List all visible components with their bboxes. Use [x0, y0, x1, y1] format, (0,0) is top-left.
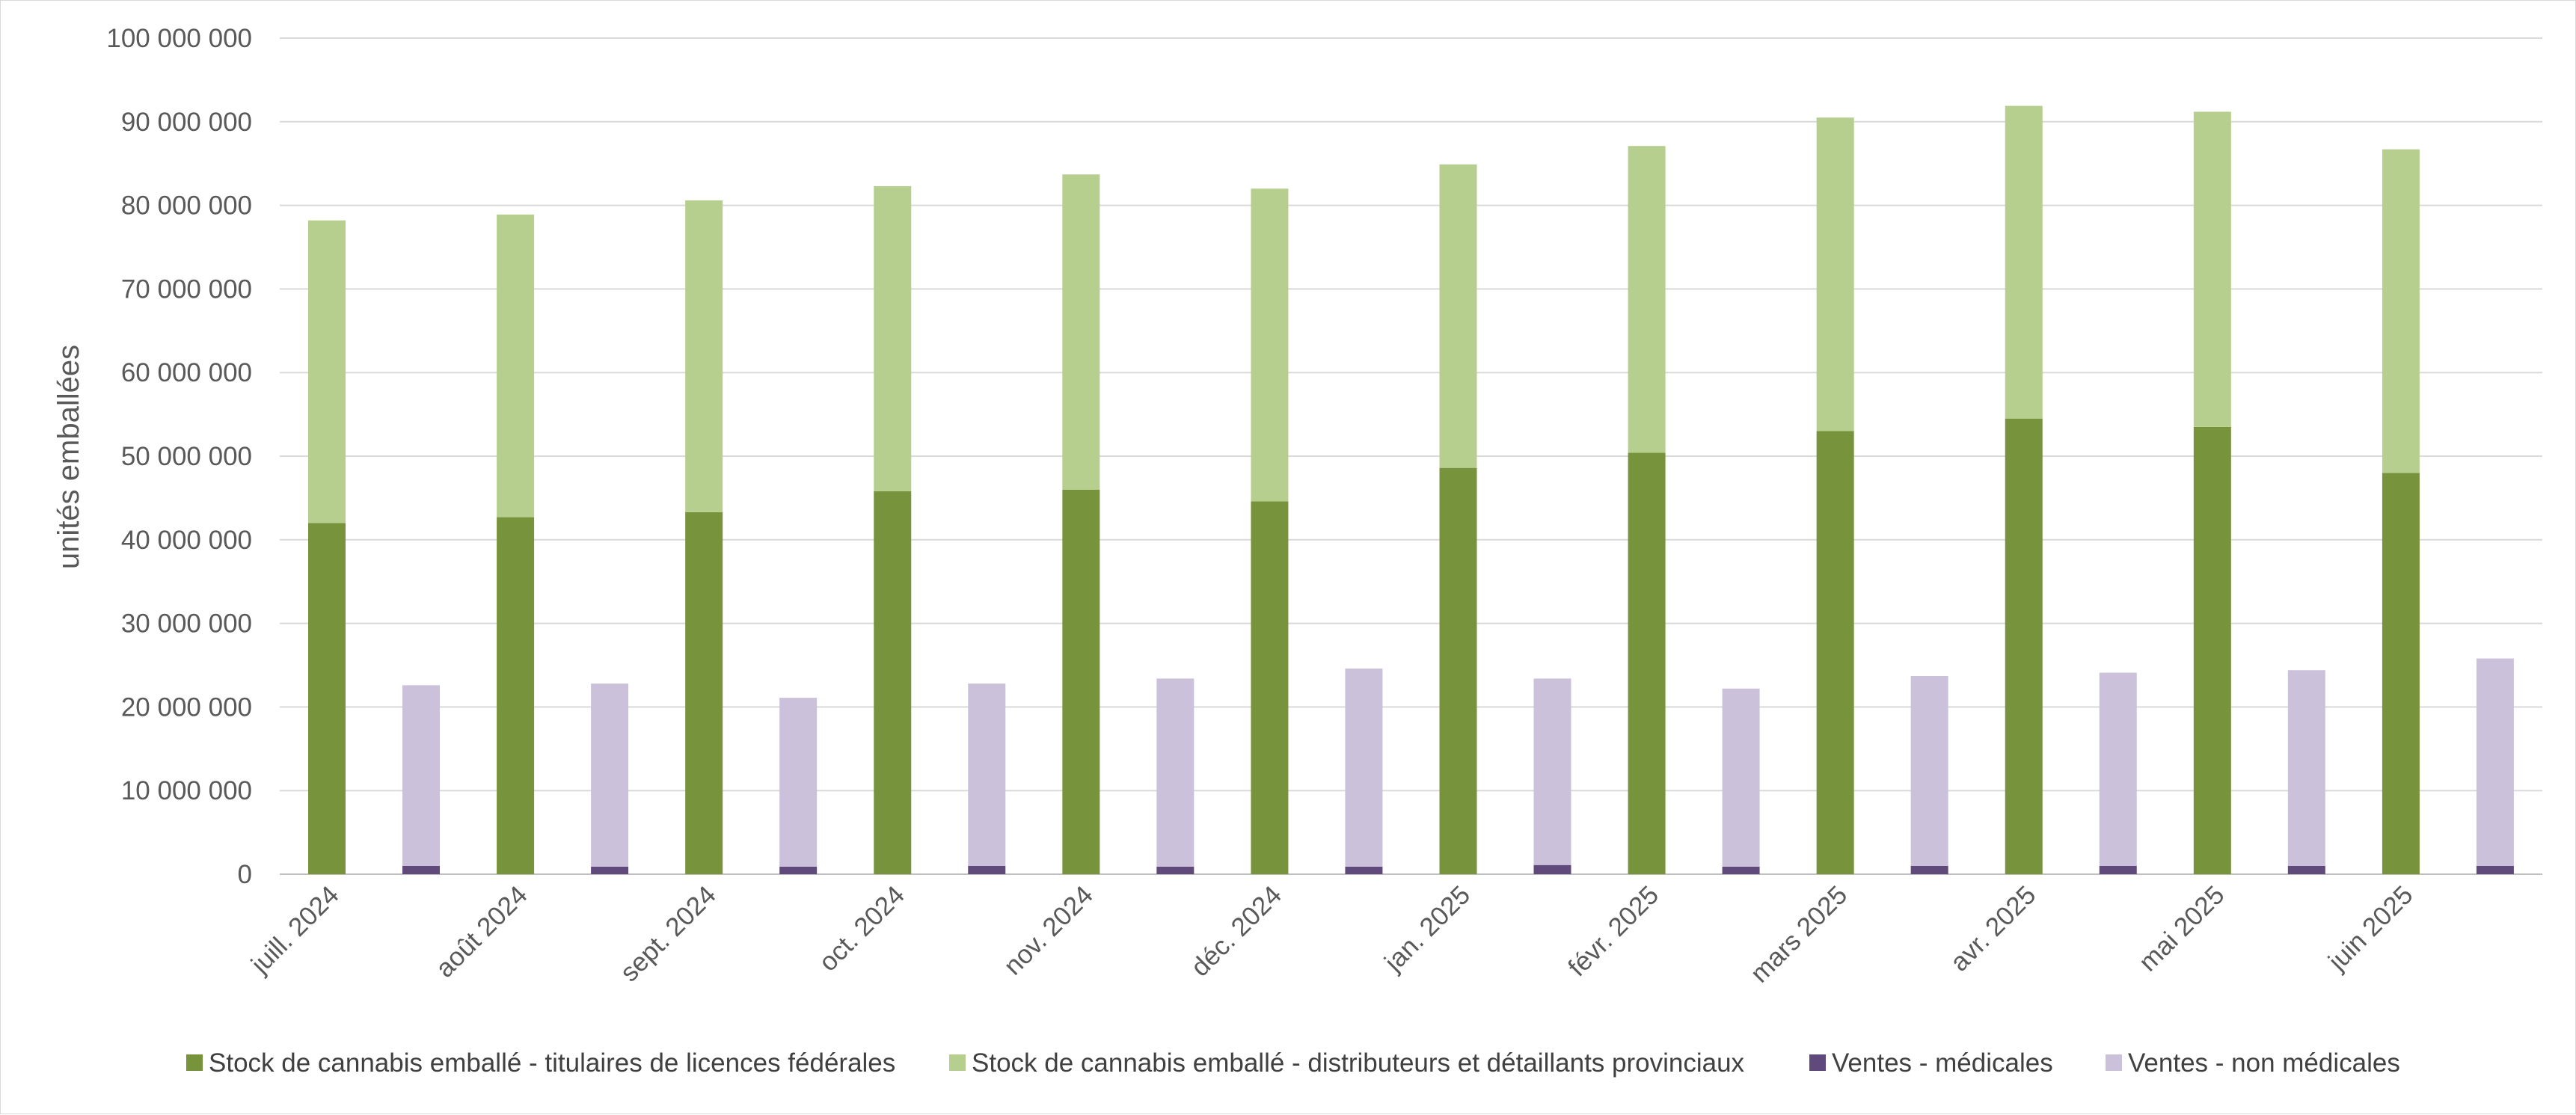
legend-label: Ventes - médicales	[1832, 1048, 2053, 1078]
x-tick-label: sept. 2024	[615, 880, 722, 987]
bar-sales-medical	[591, 866, 629, 874]
bar-sales-medical	[779, 866, 818, 874]
legend-item: Stock de cannabis emballé - titulaires d…	[186, 1048, 895, 1078]
y-tick-label: 90 000 000	[121, 108, 252, 137]
bar-sales-medical	[2099, 865, 2137, 874]
bar-sales-non-medical	[968, 684, 1006, 866]
bar-stock-provincial	[308, 220, 346, 523]
y-tick-label: 0	[238, 860, 252, 889]
legend-swatch	[1809, 1054, 1826, 1071]
bar-stock-federal	[2382, 473, 2420, 874]
gridlines	[280, 37, 2542, 875]
bar-sales-non-medical	[1910, 676, 1948, 866]
x-tick-labels: juill. 2024 août 2024 sept. 2024 oct. 2024 n…	[245, 880, 2419, 989]
legend-swatch	[186, 1054, 203, 1071]
bar-sales-medical	[968, 865, 1006, 874]
bar-sales-medical	[402, 865, 440, 874]
y-tick-label: 60 000 000	[121, 358, 252, 387]
legend-label: Stock de cannabis emballé - distributeur…	[972, 1048, 1745, 1078]
y-tick-labels: 0 10 000 000 20 000 000 30 000 000 40 000 00…	[106, 24, 252, 889]
x-tick-label: mars 2025	[1745, 880, 1853, 989]
bar-sales-non-medical	[2476, 658, 2514, 866]
legend-item: Ventes - non médicales	[2106, 1048, 2400, 1078]
bar-sales-non-medical	[779, 698, 818, 867]
y-tick-label: 20 000 000	[121, 692, 252, 722]
bar-sales-medical	[2476, 865, 2514, 874]
bar-stock-provincial	[1251, 188, 1289, 502]
y-tick-label: 70 000 000	[121, 274, 252, 304]
bar-stock-federal	[685, 512, 723, 874]
bar-sales-non-medical	[1345, 668, 1383, 867]
legend-swatch	[2106, 1054, 2122, 1071]
bars	[308, 105, 2514, 874]
y-tick-label: 100 000 000	[106, 24, 252, 53]
x-tick-label: mai 2025	[2133, 880, 2230, 977]
bar-stock-provincial	[1628, 146, 1666, 453]
bar-stock-provincial	[1816, 117, 1854, 431]
x-tick-label: nov. 2024	[999, 880, 1099, 980]
legend-label: Ventes - non médicales	[2128, 1048, 2400, 1078]
bar-stock-federal	[308, 523, 346, 874]
bar-sales-non-medical	[2099, 672, 2137, 866]
y-tick-label: 40 000 000	[121, 526, 252, 555]
bar-sales-non-medical	[402, 685, 440, 866]
x-tick-label: oct. 2024	[814, 880, 910, 977]
bar-stock-federal	[1439, 467, 1477, 874]
bar-stock-federal	[1816, 431, 1854, 874]
bar-sales-non-medical	[591, 684, 629, 867]
bar-stock-provincial	[874, 185, 912, 491]
legend: Stock de cannabis emballé - titulaires d…	[186, 1048, 2400, 1078]
bar-stock-provincial	[497, 214, 535, 517]
bar-sales-medical	[1910, 865, 1948, 874]
bar-sales-non-medical	[2287, 670, 2325, 866]
bar-sales-medical	[2287, 865, 2325, 874]
x-tick-label: jan. 2025	[1379, 880, 1476, 977]
bar-sales-non-medical	[1533, 678, 1571, 865]
bar-stock-federal	[2005, 418, 2043, 874]
legend-label: Stock de cannabis emballé - titulaires d…	[209, 1048, 895, 1078]
bar-stock-federal	[874, 491, 912, 874]
bar-sales-medical	[1156, 866, 1195, 874]
bar-stock-federal	[2193, 426, 2231, 874]
bar-stock-provincial	[685, 200, 723, 512]
y-tick-label: 50 000 000	[121, 442, 252, 471]
bar-sales-non-medical	[1722, 688, 1760, 867]
y-tick-label: 30 000 000	[121, 609, 252, 639]
x-tick-label: avr. 2025	[1945, 880, 2041, 977]
x-tick-label: déc. 2024	[1186, 880, 1287, 982]
bar-stock-provincial	[2382, 149, 2420, 473]
legend-swatch	[949, 1054, 966, 1071]
bar-stock-provincial	[2005, 105, 2043, 419]
y-tick-label: 10 000 000	[121, 776, 252, 805]
x-tick-label: févr. 2025	[1563, 880, 1664, 982]
bar-sales-medical	[1345, 866, 1383, 874]
bar-sales-non-medical	[1156, 678, 1195, 867]
bar-stock-provincial	[1062, 174, 1100, 490]
bar-sales-medical	[1533, 864, 1571, 874]
bar-stock-federal	[497, 517, 535, 874]
bar-stock-federal	[1251, 501, 1289, 874]
x-tick-label: août 2024	[430, 880, 533, 983]
bar-stock-provincial	[2193, 111, 2231, 427]
legend-item: Stock de cannabis emballé - distributeur…	[949, 1048, 1745, 1078]
y-axis-title: unités emballées	[52, 345, 85, 569]
x-tick-label: juill. 2024	[245, 880, 345, 980]
bar-stock-federal	[1062, 489, 1100, 874]
bar-stock-provincial	[1439, 164, 1477, 468]
bar-stock-federal	[1628, 452, 1666, 874]
y-tick-label: 80 000 000	[121, 191, 252, 221]
x-tick-label: juin 2025	[2322, 880, 2419, 977]
legend-item: Ventes - médicales	[1809, 1048, 2053, 1078]
bar-sales-medical	[1722, 866, 1760, 874]
